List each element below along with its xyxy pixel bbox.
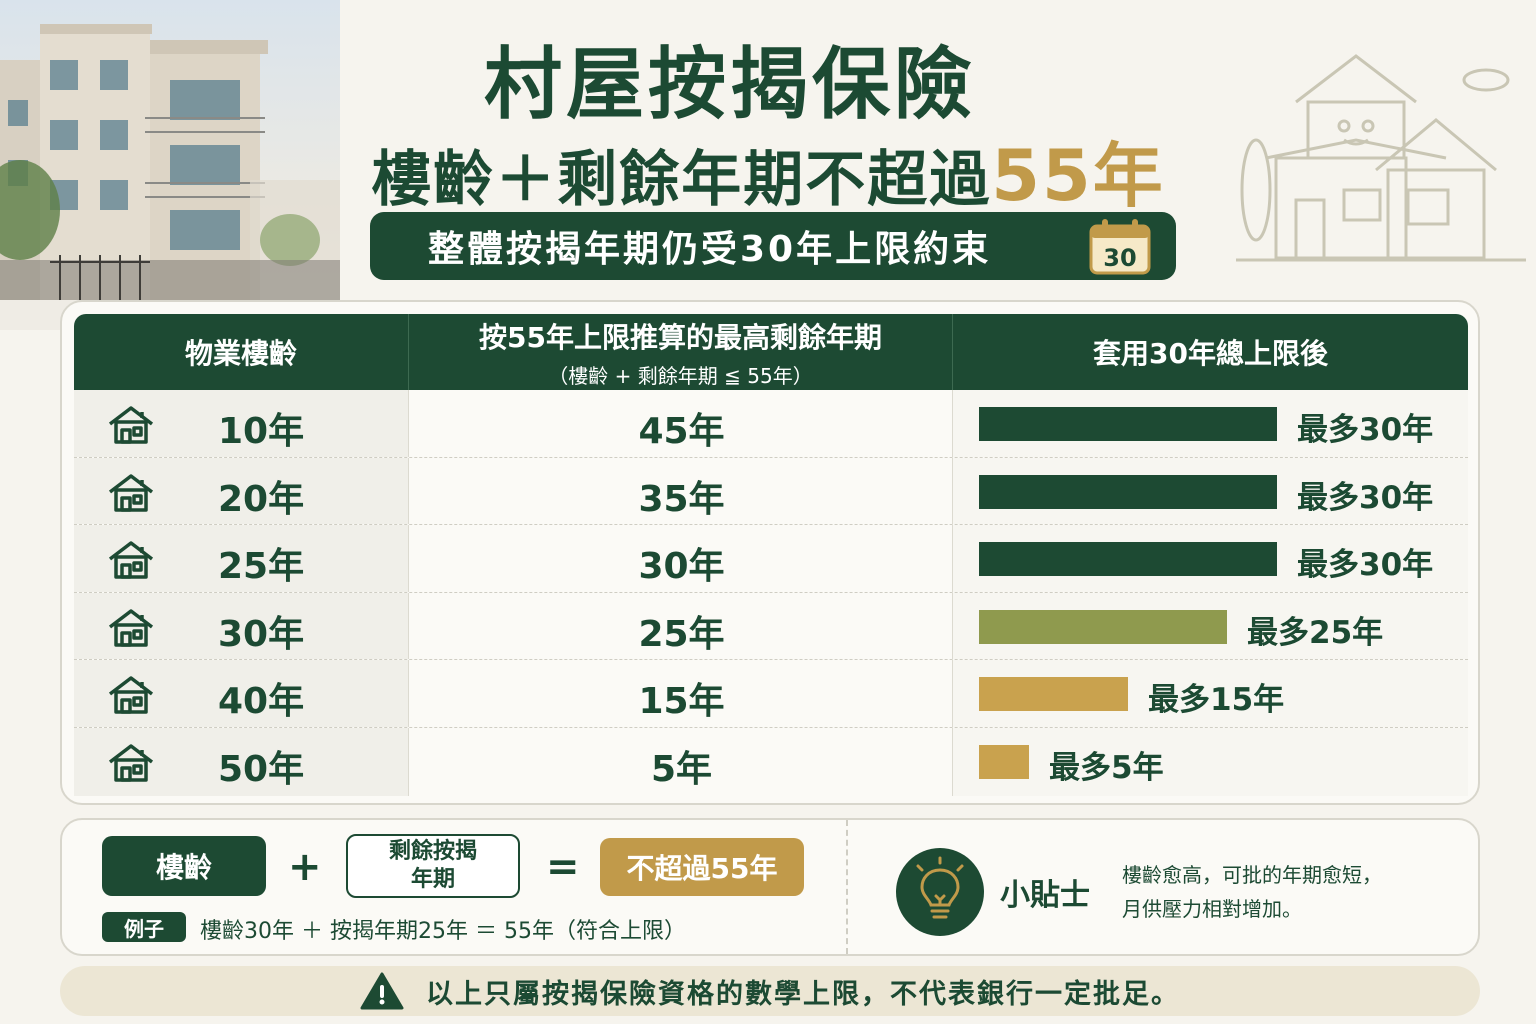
- page-subtitle: 樓齡＋剩餘年期不超過55年: [0, 120, 1536, 221]
- cap-bar: [979, 407, 1277, 441]
- warning-icon: [360, 972, 404, 1010]
- table-body: 10年 45年 最多30年 20年 35年 最多30年 25年 30年 最多30年 30年 25年最…: [74, 390, 1468, 796]
- term-cap-banner: 整體按揭年期仍受30年上限約束 30: [370, 212, 1176, 280]
- formula-limit: 不超過55年: [600, 838, 804, 896]
- age-value: 20年: [218, 478, 305, 520]
- cap-label: 最多25年: [1247, 614, 1384, 651]
- example-text: 樓齡30年 ＋ 按揭年期25年 ＝ 55年（符合上限）: [200, 919, 686, 944]
- remaining-value: 25年: [638, 613, 725, 655]
- tip-text: 樓齡愈高，可批的年期愈短， 月供壓力相對增加。: [1122, 858, 1382, 926]
- term-table: 物業樓齡 按55年上限推算的最高剩餘年期 （樓齡 + 剩餘年期 ≦ 55年） 套…: [60, 300, 1480, 805]
- remaining-cell: 15年: [408, 660, 953, 727]
- remaining-cell: 30年: [408, 525, 953, 592]
- header-remaining: 按55年上限推算的最高剩餘年期 （樓齡 + 剩餘年期 ≦ 55年）: [408, 314, 953, 390]
- banner-text: 整體按揭年期仍受30年上限約束: [428, 229, 992, 270]
- age-cell: 30年: [74, 592, 408, 660]
- house-icon: [106, 539, 156, 581]
- formula-and-tip-panel: 樓齡 + 剩餘按揭 年期 = 不超過55年 例子 樓齡30年 ＋ 按揭年期25年…: [60, 818, 1480, 956]
- house-icon: [106, 404, 156, 446]
- table-row: 10年 45年 最多30年: [74, 390, 1468, 458]
- remaining-value: 45年: [638, 411, 725, 452]
- age-value: 10年: [218, 411, 305, 452]
- age-value: 50年: [218, 749, 305, 790]
- cap-cell: 最多25年: [953, 592, 1468, 660]
- house-icon: [106, 472, 156, 514]
- cap-cell: 最多30年: [953, 457, 1468, 525]
- header-age: 物業樓齡: [184, 337, 297, 370]
- cap-cell: 最多30年: [953, 525, 1468, 592]
- cap-label: 最多30年: [1297, 547, 1434, 584]
- table-row: 30年 25年 最多25年: [74, 592, 1468, 661]
- formula-age: 樓齡: [102, 836, 266, 896]
- cap-cell: 最多30年: [953, 390, 1468, 457]
- age-cell: 10年: [74, 390, 408, 457]
- remaining-value: 15年: [638, 681, 725, 723]
- house-illustration: [1236, 54, 1526, 262]
- example-tag: 例子: [102, 912, 186, 942]
- age-value: 40年: [218, 681, 305, 723]
- cap-cell: 最多15年: [953, 660, 1468, 727]
- header-capped: 套用30年總上限後: [1093, 337, 1328, 370]
- cap-bar: [979, 745, 1029, 779]
- tip-line-2: 月供壓力相對增加。: [1122, 897, 1302, 921]
- disclaimer-footer: 以上只屬按揭保險資格的數學上限，不代表銀行一定批足。: [60, 966, 1480, 1016]
- house-icon: [106, 674, 156, 716]
- table-row: 20年 35年 最多30年: [74, 457, 1468, 526]
- tip-icon-circle: [896, 848, 984, 936]
- formula-equals: =: [546, 844, 580, 890]
- formula-remaining-line1: 剩餘按揭: [388, 839, 477, 864]
- village-house-photo: [0, 0, 340, 330]
- table-row: 40年 15年 最多15年: [74, 660, 1468, 728]
- age-value: 25年: [218, 546, 305, 588]
- age-cell: 20年: [74, 457, 408, 525]
- disclaimer-text: 以上只屬按揭保險資格的數學上限，不代表銀行一定批足。: [426, 978, 1180, 1010]
- remaining-value: 35年: [638, 478, 725, 520]
- lightbulb-icon: [916, 856, 964, 919]
- formula-remaining-line2: 年期: [410, 867, 455, 892]
- cap-label: 最多15年: [1148, 682, 1285, 719]
- calendar-number: 30: [1103, 244, 1136, 272]
- remaining-value: 30年: [638, 546, 725, 588]
- tip-line-1: 樓齡愈高，可批的年期愈短，: [1122, 863, 1382, 887]
- remaining-cell: 25年: [408, 592, 953, 660]
- cap-bar: [979, 542, 1277, 577]
- remaining-value: 5年: [650, 749, 713, 790]
- cap-cell: 最多5年: [953, 728, 1468, 796]
- formula-plus: +: [288, 844, 322, 890]
- header-remaining-title: 按55年上限推算的最高剩餘年期: [479, 320, 882, 354]
- subtitle-prefix: 樓齡＋剩餘年期不超過: [371, 145, 992, 215]
- age-value: 30年: [218, 613, 305, 655]
- house-icon: [106, 742, 156, 784]
- cap-label: 最多5年: [1049, 750, 1164, 786]
- remaining-cell: 35年: [408, 457, 953, 525]
- age-cell: 25年: [74, 525, 408, 592]
- page-title: 村屋按揭保險: [483, 40, 976, 130]
- age-cell: 40年: [74, 660, 408, 727]
- calendar-icon: 30: [1089, 219, 1151, 275]
- table-row: 25年 30年 最多30年: [74, 525, 1468, 593]
- table-header: 物業樓齡 按55年上限推算的最高剩餘年期 （樓齡 + 剩餘年期 ≦ 55年） 套…: [74, 314, 1468, 390]
- subtitle-highlight: 55年: [991, 135, 1165, 217]
- remaining-cell: 45年: [408, 390, 953, 457]
- cap-bar: [979, 677, 1128, 712]
- age-cell: 50年: [74, 728, 408, 796]
- header-remaining-sub: （樓齡 + 剩餘年期 ≦ 55年）: [548, 363, 813, 388]
- house-icon: [106, 607, 156, 649]
- tip-title: 小貼士: [1000, 878, 1090, 913]
- cap-bar: [979, 609, 1227, 644]
- remaining-cell: 5年: [408, 728, 953, 796]
- cap-label: 最多30年: [1297, 412, 1434, 448]
- table-row: 50年 5年 最多5年: [74, 728, 1468, 796]
- cap-label: 最多30年: [1297, 479, 1434, 516]
- formula-remaining: 剩餘按揭 年期: [346, 834, 520, 898]
- panel-divider: [846, 820, 848, 954]
- cap-bar: [979, 474, 1277, 509]
